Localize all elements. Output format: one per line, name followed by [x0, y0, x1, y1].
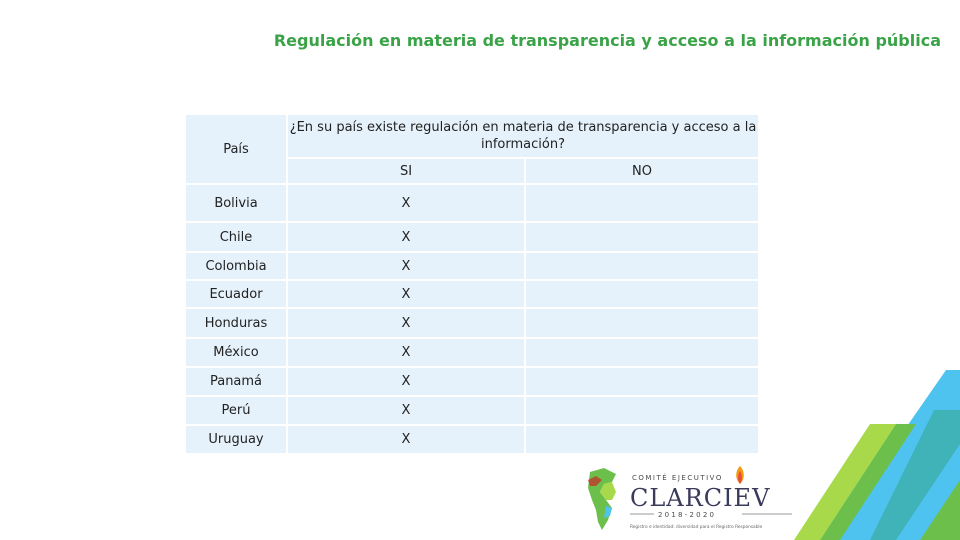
- yes-column-header: SI: [288, 159, 524, 183]
- yes-cell: X: [288, 368, 524, 395]
- clarciev-logo: COMITÉ EJECUTIVO CLARCIEV 2 0 1 8 - 2 0 …: [588, 466, 792, 530]
- yes-cell: X: [288, 223, 524, 251]
- decorative-stripes: [794, 370, 960, 540]
- no-cell: [526, 253, 758, 279]
- yes-cell: X: [288, 309, 524, 337]
- country-header-cell: País: [186, 115, 286, 183]
- stripe-green-corner: [920, 480, 960, 540]
- stripe-lime: [794, 424, 896, 540]
- page-title: Regulación en materia de transparencia y…: [273, 31, 941, 50]
- country-cell: Uruguay: [186, 426, 286, 453]
- stripe-teal: [870, 410, 960, 540]
- logo-years: 2 0 1 8 - 2 0 2 0: [658, 511, 714, 519]
- country-cell: Bolivia: [186, 185, 286, 221]
- yes-cell: X: [288, 339, 524, 366]
- logo-kicker: COMITÉ EJECUTIVO: [632, 473, 723, 482]
- country-cell: Ecuador: [186, 281, 286, 307]
- country-cell: Chile: [186, 223, 286, 251]
- transparency-table: País ¿En su país existe regulación en ma…: [184, 113, 760, 455]
- flame-icon: [736, 466, 744, 484]
- country-cell: Colombia: [186, 253, 286, 279]
- logo-tagline: Registro e identidad: diversidad para el…: [630, 524, 763, 530]
- table-row: Ecuador X: [186, 281, 758, 307]
- no-cell: [526, 185, 758, 221]
- table-row: Honduras X: [186, 309, 758, 337]
- table-row: México X: [186, 339, 758, 366]
- americas-map-icon: [588, 468, 616, 530]
- question-header: ¿En su país existe regulación en materia…: [288, 115, 758, 157]
- stripe-green: [820, 424, 916, 540]
- country-cell: Perú: [186, 397, 286, 424]
- no-cell: [526, 339, 758, 366]
- logo-name: CLARCIEV: [630, 484, 770, 512]
- no-cell: [526, 281, 758, 307]
- yes-cell: X: [288, 185, 524, 221]
- yes-cell: X: [288, 253, 524, 279]
- no-cell: [526, 368, 758, 395]
- table-row: Chile X: [186, 223, 758, 251]
- no-cell: [526, 426, 758, 453]
- yes-cell: X: [288, 426, 524, 453]
- country-header: País: [223, 141, 249, 157]
- table-row: Perú X: [186, 397, 758, 424]
- country-cell: México: [186, 339, 286, 366]
- yes-cell: X: [288, 397, 524, 424]
- country-cell: Panamá: [186, 368, 286, 395]
- yes-cell: X: [288, 281, 524, 307]
- no-column-header: NO: [526, 159, 758, 183]
- no-cell: [526, 309, 758, 337]
- table-row: Panamá X: [186, 368, 758, 395]
- table-row: Uruguay X: [186, 426, 758, 453]
- country-cell: Honduras: [186, 309, 286, 337]
- table-row: Bolivia X: [186, 185, 758, 221]
- table-row: Colombia X: [186, 253, 758, 279]
- no-cell: [526, 397, 758, 424]
- no-cell: [526, 223, 758, 251]
